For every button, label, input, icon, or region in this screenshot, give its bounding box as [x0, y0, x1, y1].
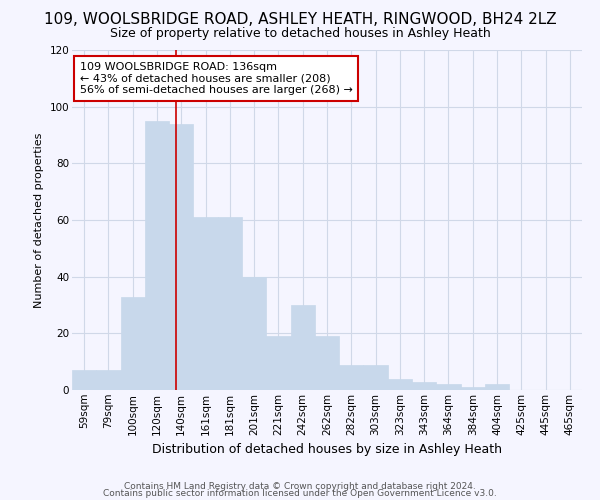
Bar — [388, 378, 412, 390]
Bar — [145, 121, 169, 390]
Bar — [72, 370, 96, 390]
Text: Size of property relative to detached houses in Ashley Heath: Size of property relative to detached ho… — [110, 28, 490, 40]
Bar — [169, 124, 193, 390]
Text: Contains public sector information licensed under the Open Government Licence v3: Contains public sector information licen… — [103, 490, 497, 498]
Bar — [436, 384, 461, 390]
X-axis label: Distribution of detached houses by size in Ashley Heath: Distribution of detached houses by size … — [152, 443, 502, 456]
Bar — [364, 364, 388, 390]
Bar — [242, 276, 266, 390]
Bar — [339, 364, 364, 390]
Bar — [290, 305, 315, 390]
Bar — [218, 217, 242, 390]
Bar — [412, 382, 436, 390]
Text: 109, WOOLSBRIDGE ROAD, ASHLEY HEATH, RINGWOOD, BH24 2LZ: 109, WOOLSBRIDGE ROAD, ASHLEY HEATH, RIN… — [44, 12, 556, 28]
Bar — [193, 217, 218, 390]
Bar — [266, 336, 290, 390]
Text: Contains HM Land Registry data © Crown copyright and database right 2024.: Contains HM Land Registry data © Crown c… — [124, 482, 476, 491]
Bar — [461, 387, 485, 390]
Bar — [121, 296, 145, 390]
Y-axis label: Number of detached properties: Number of detached properties — [34, 132, 44, 308]
Bar — [315, 336, 339, 390]
Text: 109 WOOLSBRIDGE ROAD: 136sqm
← 43% of detached houses are smaller (208)
56% of s: 109 WOOLSBRIDGE ROAD: 136sqm ← 43% of de… — [80, 62, 353, 95]
Bar — [96, 370, 121, 390]
Bar — [485, 384, 509, 390]
